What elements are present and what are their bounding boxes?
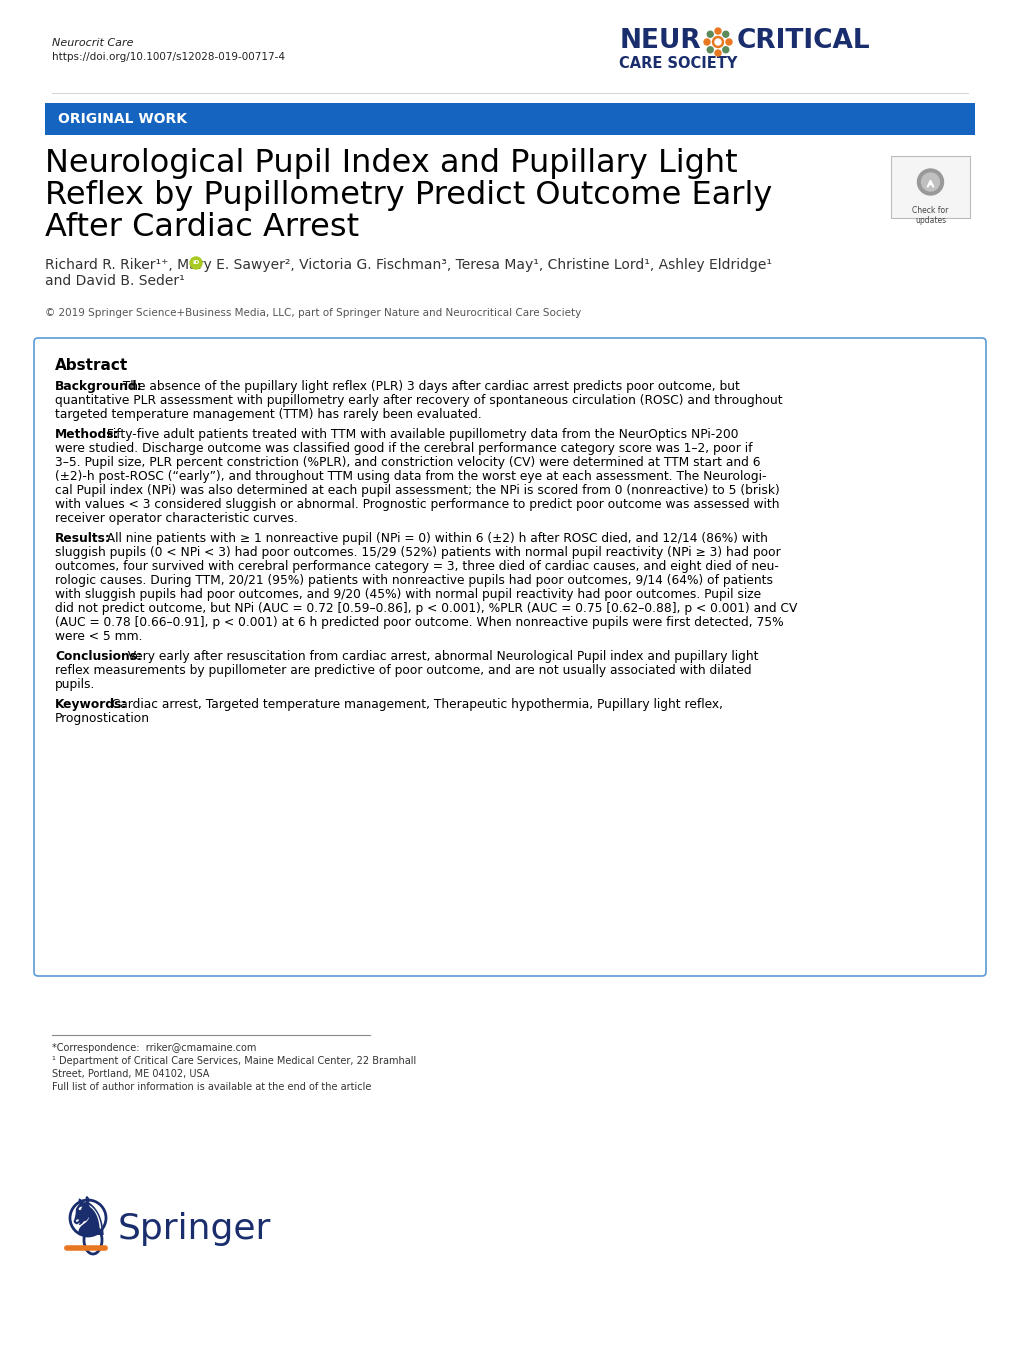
- Text: did not predict outcome, but NPi (AUC = 0.72 [0.59–0.86], p < 0.001), %PLR (AUC : did not predict outcome, but NPi (AUC = …: [55, 602, 797, 615]
- Text: pupils.: pupils.: [55, 678, 96, 691]
- Text: Conclusions:: Conclusions:: [55, 650, 142, 663]
- Circle shape: [714, 28, 720, 34]
- FancyBboxPatch shape: [891, 156, 969, 218]
- Text: Cardiac arrest, Targeted temperature management, Therapeutic hypothermia, Pupill: Cardiac arrest, Targeted temperature man…: [104, 698, 722, 711]
- FancyBboxPatch shape: [45, 103, 974, 136]
- Text: outcomes, four survived with cerebral performance category = 3, three died of ca: outcomes, four survived with cerebral pe…: [55, 560, 779, 573]
- Text: Prognostication: Prognostication: [55, 711, 150, 725]
- Circle shape: [190, 257, 202, 270]
- Text: (AUC = 0.78 [0.66–0.91], p < 0.001) at 6 h predicted poor outcome. When nonreact: (AUC = 0.78 [0.66–0.91], p < 0.001) at 6…: [55, 617, 783, 629]
- Text: quantitative PLR assessment with pupillometry early after recovery of spontaneou: quantitative PLR assessment with pupillo…: [55, 394, 782, 406]
- Text: ♞: ♞: [64, 1194, 111, 1247]
- Circle shape: [703, 39, 709, 45]
- Circle shape: [706, 47, 712, 53]
- Text: © 2019 Springer Science+Business Media, LLC, part of Springer Nature and Neurocr: © 2019 Springer Science+Business Media, …: [45, 308, 581, 318]
- Text: *Correspondence:  rriker@cmamaine.com: *Correspondence: rriker@cmamaine.com: [52, 1043, 256, 1053]
- Text: cal Pupil index (NPi) was also determined at each pupil assessment; the NPi is s: cal Pupil index (NPi) was also determine…: [55, 484, 779, 497]
- Text: iD: iD: [193, 260, 200, 266]
- Circle shape: [714, 39, 720, 45]
- Text: 3–5. Pupil size, PLR percent constriction (%PLR), and constriction velocity (CV): 3–5. Pupil size, PLR percent constrictio…: [55, 457, 760, 469]
- Text: ORIGINAL WORK: ORIGINAL WORK: [58, 112, 186, 126]
- Text: CRITICAL: CRITICAL: [737, 28, 870, 54]
- Text: ¹ Department of Critical Care Services, Maine Medical Center, 22 Bramhall: ¹ Department of Critical Care Services, …: [52, 1056, 416, 1066]
- Circle shape: [726, 39, 732, 45]
- Text: All nine patients with ≥ 1 nonreactive pupil (NPi = 0) within 6 (±2) h after ROS: All nine patients with ≥ 1 nonreactive p…: [99, 533, 766, 545]
- Circle shape: [722, 47, 728, 53]
- Text: sluggish pupils (0 < NPi < 3) had poor outcomes. 15/29 (52%) patients with norma: sluggish pupils (0 < NPi < 3) had poor o…: [55, 546, 780, 560]
- Text: Street, Portland, ME 04102, USA: Street, Portland, ME 04102, USA: [52, 1069, 209, 1079]
- Text: After Cardiac Arrest: After Cardiac Arrest: [45, 211, 359, 243]
- Text: Richard R. Riker¹⁺, Mary E. Sawyer², Victoria G. Fischman³, Teresa May¹, Christi: Richard R. Riker¹⁺, Mary E. Sawyer², Vic…: [45, 257, 771, 272]
- FancyBboxPatch shape: [34, 337, 985, 976]
- Text: Results:: Results:: [55, 533, 111, 545]
- Text: (±2)-h post-ROSC (“early”), and throughout TTM using data from the worst eye at : (±2)-h post-ROSC (“early”), and througho…: [55, 470, 765, 482]
- Text: were < 5 mm.: were < 5 mm.: [55, 630, 143, 644]
- Text: Background:: Background:: [55, 379, 143, 393]
- Text: Abstract: Abstract: [55, 358, 128, 373]
- Text: https://doi.org/10.1007/s12028-019-00717-4: https://doi.org/10.1007/s12028-019-00717…: [52, 51, 284, 62]
- Circle shape: [722, 31, 728, 37]
- Text: reflex measurements by pupillometer are predictive of poor outcome, and are not : reflex measurements by pupillometer are …: [55, 664, 751, 678]
- Text: Full list of author information is available at the end of the article: Full list of author information is avail…: [52, 1083, 371, 1092]
- Text: targeted temperature management (TTM) has rarely been evaluated.: targeted temperature management (TTM) ha…: [55, 408, 481, 421]
- Text: Methods:: Methods:: [55, 428, 119, 440]
- Text: The absence of the pupillary light reflex (PLR) 3 days after cardiac arrest pred: The absence of the pupillary light refle…: [115, 379, 739, 393]
- Circle shape: [712, 37, 722, 47]
- Circle shape: [920, 173, 938, 191]
- Circle shape: [706, 31, 712, 37]
- Text: Keywords:: Keywords:: [55, 698, 127, 711]
- Text: Fifty-five adult patients treated with TTM with available pupillometry data from: Fifty-five adult patients treated with T…: [99, 428, 738, 440]
- Text: were studied. Discharge outcome was classified good if the cerebral performance : were studied. Discharge outcome was clas…: [55, 442, 752, 455]
- Circle shape: [714, 50, 720, 56]
- Text: with values < 3 considered sluggish or abnormal. Prognostic performance to predi: with values < 3 considered sluggish or a…: [55, 499, 779, 511]
- Text: Check for
updates: Check for updates: [911, 206, 948, 225]
- Text: CARE SOCIETY: CARE SOCIETY: [619, 56, 737, 70]
- Text: Very early after resuscitation from cardiac arrest, abnormal Neurological Pupil : Very early after resuscitation from card…: [120, 650, 758, 663]
- Text: Neurological Pupil Index and Pupillary Light: Neurological Pupil Index and Pupillary L…: [45, 148, 737, 179]
- Text: receiver operator characteristic curves.: receiver operator characteristic curves.: [55, 512, 298, 524]
- Text: and David B. Seder¹: and David B. Seder¹: [45, 274, 184, 289]
- Text: NEUR: NEUR: [620, 28, 701, 54]
- Text: Springer: Springer: [118, 1211, 271, 1247]
- Circle shape: [917, 169, 943, 195]
- Text: rologic causes. During TTM, 20/21 (95%) patients with nonreactive pupils had poo: rologic causes. During TTM, 20/21 (95%) …: [55, 575, 772, 587]
- Text: with sluggish pupils had poor outcomes, and 9/20 (45%) with normal pupil reactiv: with sluggish pupils had poor outcomes, …: [55, 588, 760, 602]
- Text: Neurocrit Care: Neurocrit Care: [52, 38, 133, 47]
- Text: Reflex by Pupillometry Predict Outcome Early: Reflex by Pupillometry Predict Outcome E…: [45, 180, 771, 211]
